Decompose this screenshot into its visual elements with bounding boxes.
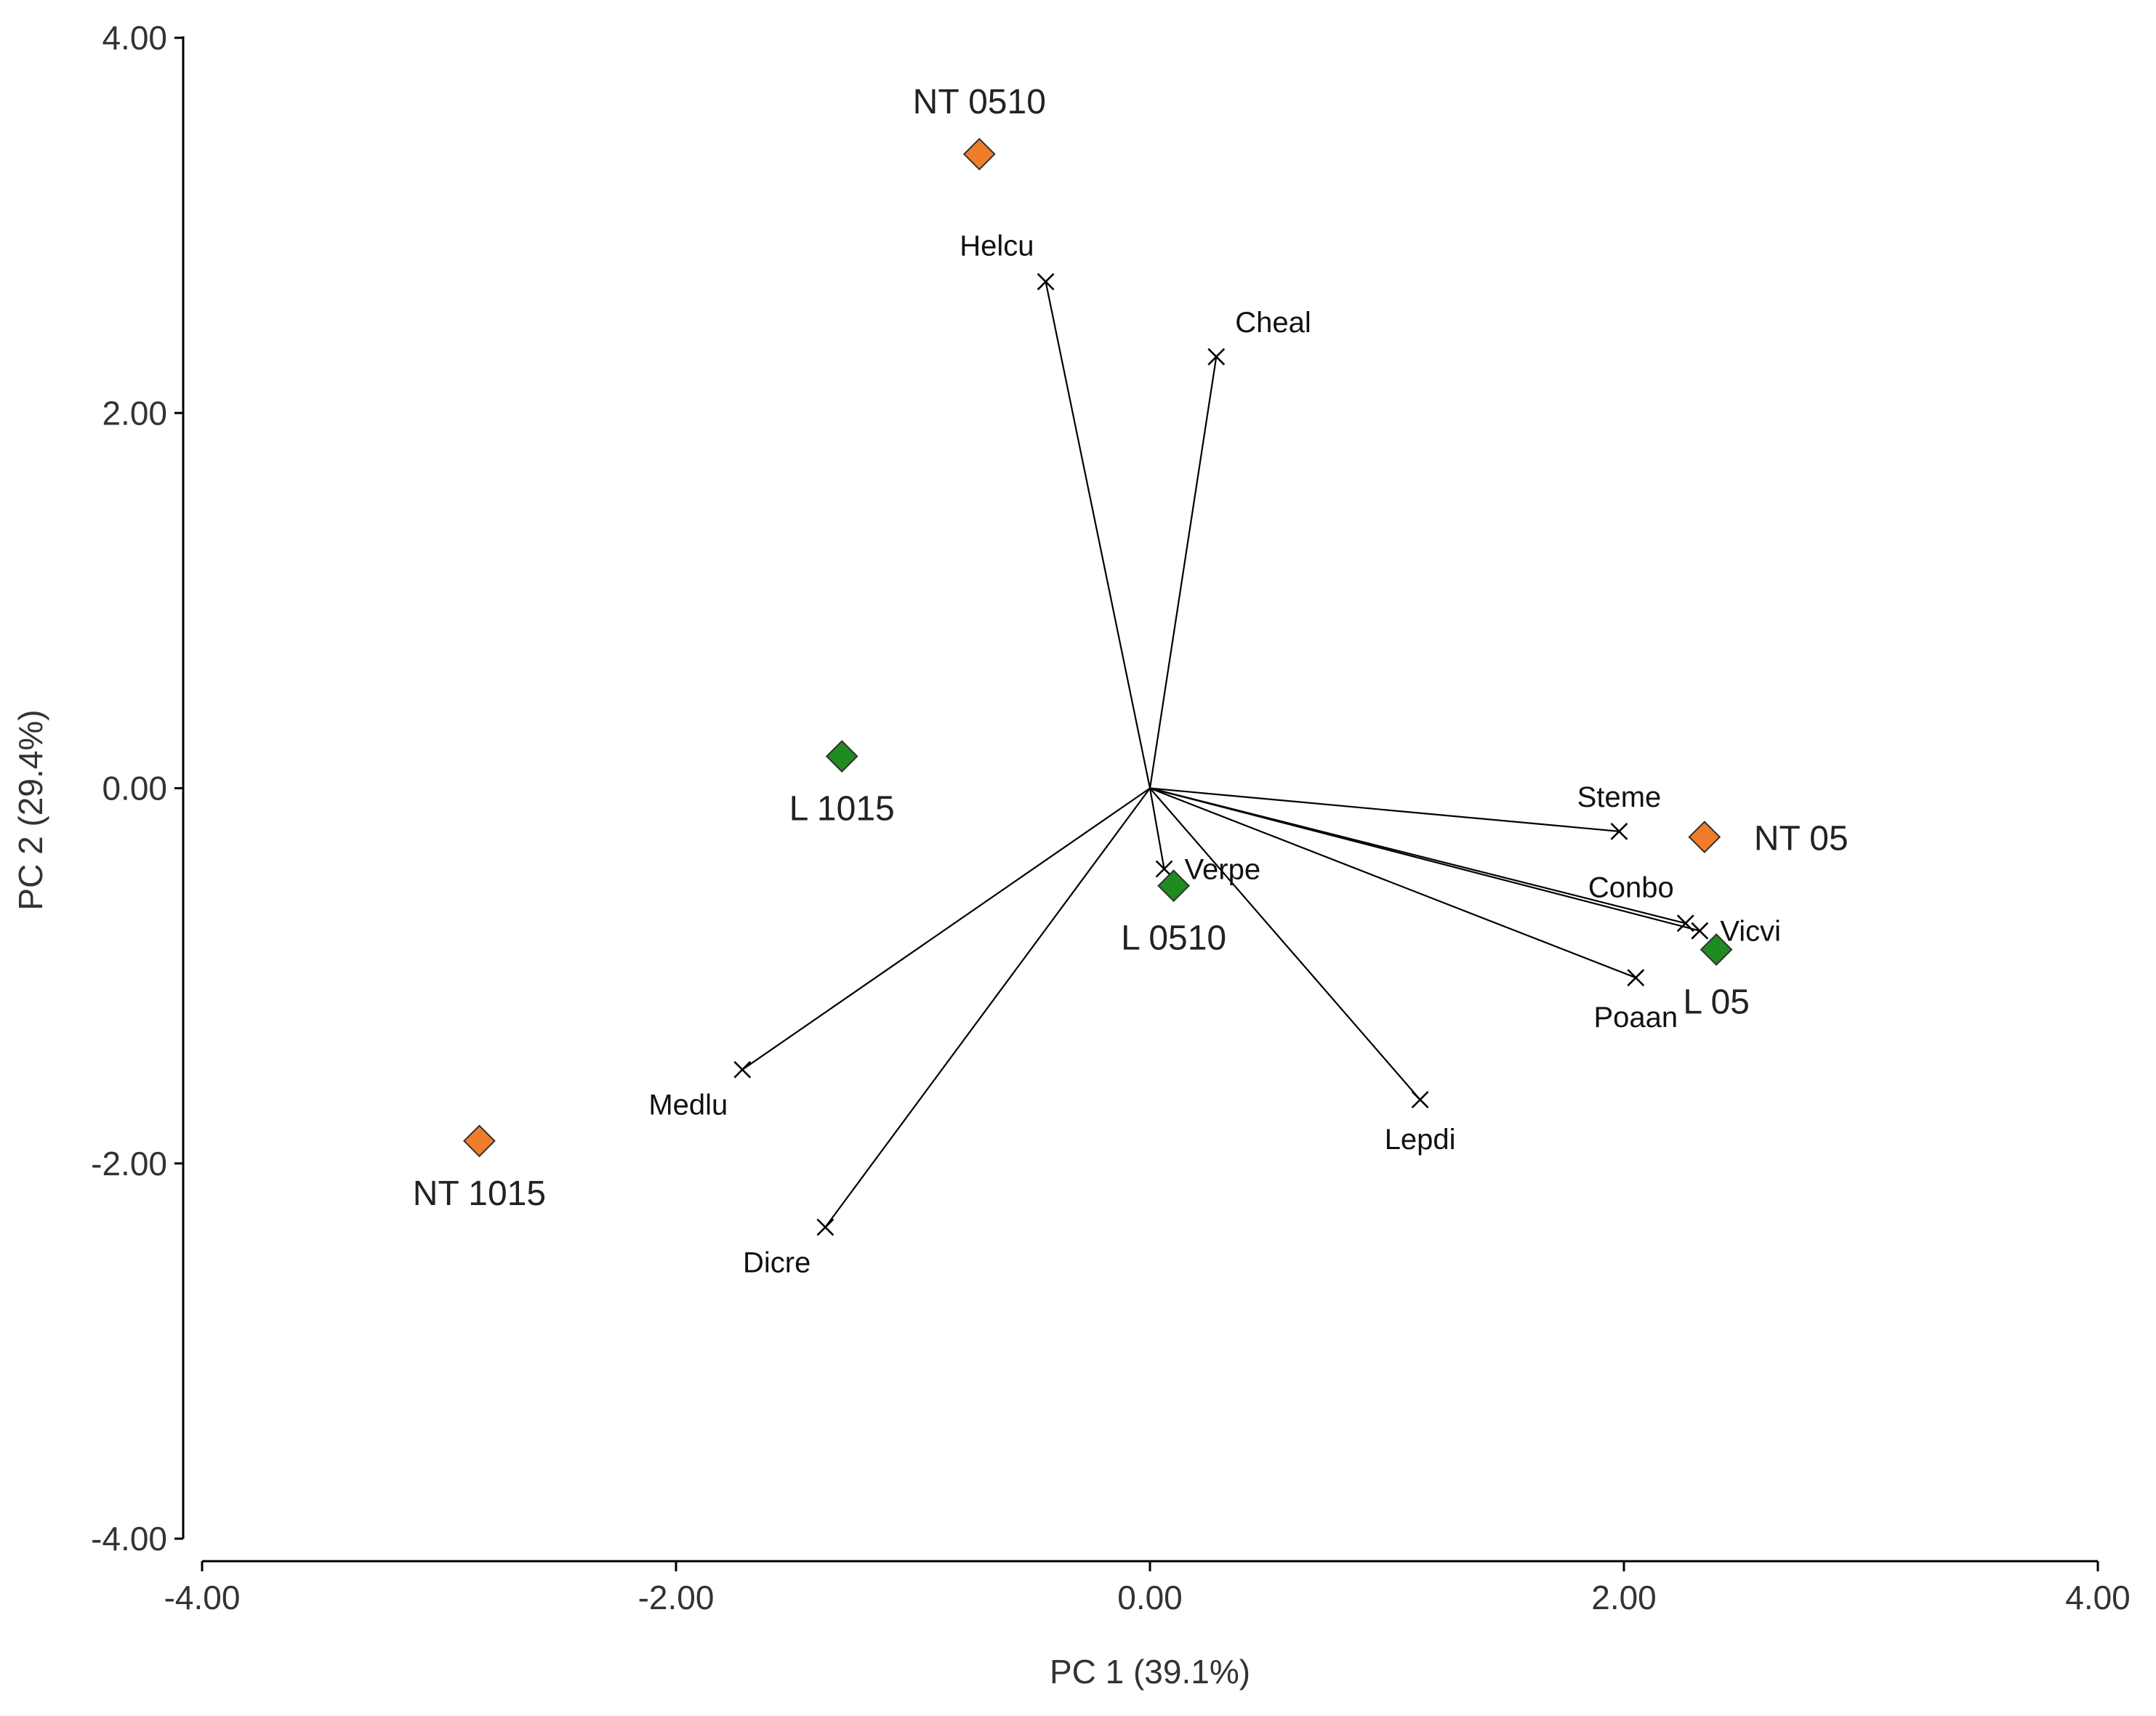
vector-line-steme (1149, 787, 1620, 832)
vector-line-cheal (1149, 356, 1218, 789)
vector-tip-marker (733, 1060, 752, 1079)
species-label: Conbo (1588, 871, 1674, 903)
y-tick-label: 0.00 (102, 770, 167, 807)
vector-tip-marker (1676, 914, 1694, 932)
sample-label: NT 0510 (913, 83, 1046, 121)
vector-line-verpe (1149, 788, 1165, 869)
y-axis-title: PC 2 (29.4%) (12, 709, 49, 910)
x-axis-title: PC 1 (39.1%) (1050, 1653, 1250, 1691)
x-tick-label: 2.00 (1591, 1579, 1657, 1616)
y-tick-label: -4.00 (91, 1520, 167, 1558)
vector-tip-marker (1037, 273, 1055, 291)
sample-point-marker (1700, 933, 1733, 966)
species-label: Dicre (743, 1247, 810, 1279)
vector-tip-marker (1207, 347, 1226, 366)
sample-point-marker (463, 1124, 496, 1158)
species-label: Vicvi (1720, 916, 1781, 948)
sample-point-marker (825, 740, 858, 773)
species-label: Verpe (1185, 853, 1261, 885)
vector-tip-marker (1155, 860, 1173, 878)
sample-label: NT 05 (1754, 820, 1849, 858)
vector-tip-marker (1411, 1091, 1429, 1108)
species-label: Poaan (1593, 1002, 1678, 1034)
species-label: Steme (1577, 781, 1662, 813)
y-axis-ticks: 4.00 2.00 0.00 -2.00 -4.00 (91, 19, 183, 1558)
plot-area: 4.00 2.00 0.00 -2.00 -4.00 -4.00 -2.00 0.00 2.0… (91, 19, 2131, 1616)
vector-tip-marker (1610, 822, 1628, 840)
sample-point-marker (1688, 821, 1721, 854)
sample-label: NT 1015 (413, 1175, 546, 1213)
species-label: Helcu (960, 230, 1034, 262)
species-vectors: Helcu Cheal Steme Conbo Vicvi Poaan Lepdi Verpe… (648, 230, 1781, 1279)
species-label: Cheal (1235, 307, 1311, 339)
vector-tip-marker (816, 1218, 834, 1236)
vector-line-medlu (741, 787, 1151, 1071)
species-label: Lepdi (1385, 1124, 1456, 1156)
y-tick-label: 4.00 (102, 19, 167, 57)
sample-label: L 05 (1683, 983, 1750, 1021)
x-tick-label: 4.00 (2065, 1579, 2131, 1616)
y-tick-label: 2.00 (102, 394, 167, 432)
sample-label: L 0510 (1121, 919, 1226, 958)
vector-line-dicre (824, 787, 1151, 1228)
x-axis-ticks: -4.00 -2.00 0.00 2.00 4.00 (164, 1561, 2131, 1616)
x-tick-label: 0.00 (1117, 1579, 1183, 1616)
species-label: Medlu (648, 1089, 728, 1121)
y-tick-label: -2.00 (91, 1145, 167, 1183)
vector-line-poaan (1149, 787, 1636, 979)
vector-line-vicvi (1149, 787, 1700, 932)
x-tick-label: -2.00 (638, 1579, 715, 1616)
sample-label: L 1015 (789, 790, 895, 829)
x-tick-label: -4.00 (164, 1579, 241, 1616)
sample-point-marker (1157, 869, 1191, 903)
sample-points: NT 0510 NT 05 NT 1015 L 1015 L 0510 L 05 (413, 83, 1849, 1213)
vector-line-lepdi (1149, 787, 1421, 1100)
vector-tip-marker (1691, 922, 1709, 940)
vector-tip-marker (1627, 969, 1645, 987)
vector-line-helcu (1045, 281, 1151, 789)
sample-point-marker (962, 137, 996, 171)
